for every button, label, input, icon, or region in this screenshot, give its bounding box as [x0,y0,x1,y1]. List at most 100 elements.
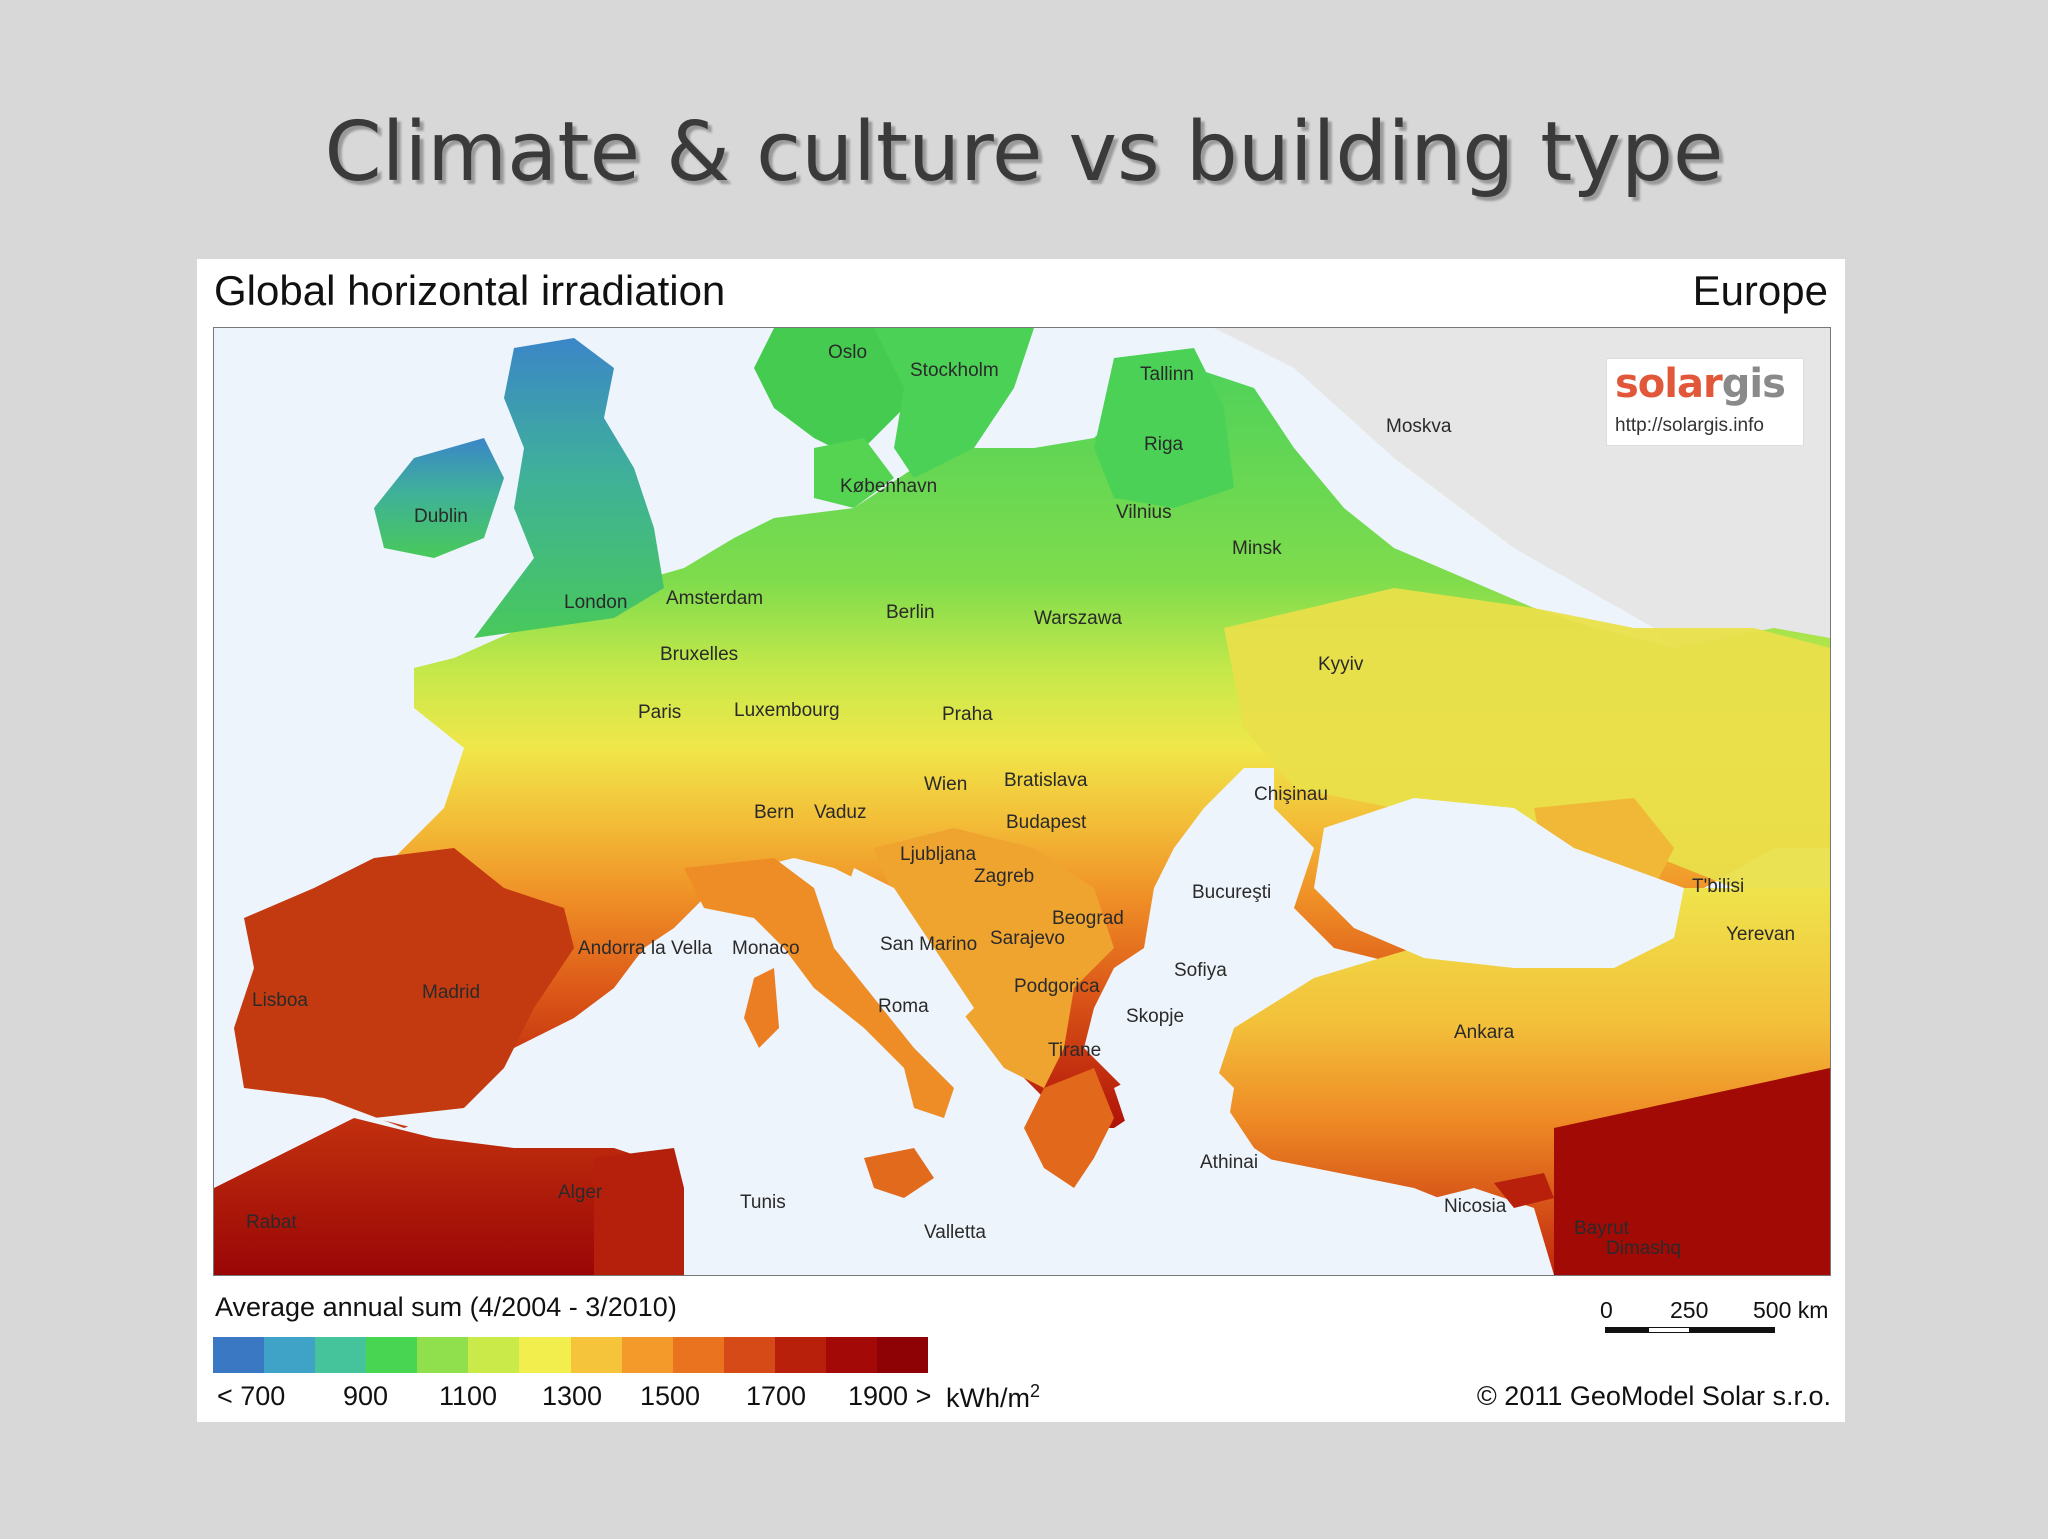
city-label: Bratislava [1004,770,1088,791]
north-africa-east [594,1148,684,1275]
legend-label: 1700 [746,1381,807,1411]
near-east [1554,1068,1830,1275]
city-label: London [564,592,627,613]
city-label: T'bilisi [1692,876,1744,897]
legend-swatch [825,1337,878,1373]
city-label: Andorra la Vella [578,938,713,959]
legend-labels: < 700 900 1100 1300 1500 1700 1900 > kWh… [197,1381,1297,1417]
map-title: Global horizontal irradiation [214,267,726,314]
city-label: Alger [558,1182,603,1203]
city-label: Athinai [1200,1152,1258,1173]
city-label: Bucureşti [1192,882,1271,903]
city-label: Zagreb [974,866,1034,887]
city-label: Yerevan [1726,924,1795,945]
city-label: Dimashq [1606,1238,1681,1259]
legend-label: 900 [343,1381,389,1411]
city-label: Bern [754,802,794,823]
east-med [1094,1148,1554,1275]
city-label: Moskva [1386,416,1452,437]
city-label: Monaco [732,938,800,959]
legend-unit: kWh/m2 [946,1381,1041,1413]
city-label: Warszawa [1034,608,1122,629]
city-label: Skopje [1126,1006,1184,1027]
legend-swatch [621,1337,673,1373]
scale-label: 250 [1670,1297,1709,1323]
legend-swatch [519,1337,571,1373]
iberian-peninsula [234,848,574,1128]
city-label: Ljubljana [900,844,976,865]
city-label: Rabat [246,1212,297,1233]
legend-swatch [417,1337,469,1373]
city-label: Vaduz [814,802,866,823]
city-label: Tirane [1048,1040,1101,1061]
legend-swatch [315,1337,367,1373]
city-label: Kyyiv [1318,654,1364,675]
balkans [874,828,1114,1088]
eastern-europe [1224,588,1830,888]
city-label: Sarajevo [990,928,1065,949]
city-label: Tunis [740,1192,786,1213]
legend-title: Average annual sum (4/2004 - 3/2010) [215,1292,677,1322]
sicily [864,1148,934,1198]
city-label: Praha [942,704,993,725]
legend-swatch [468,1337,520,1373]
city-label: Chişinau [1254,784,1328,805]
city-label: Minsk [1232,538,1282,559]
irradiation-map-figure: Global horizontal irradiation Europe [197,259,1845,1422]
city-label: Beograd [1052,908,1124,929]
legend-swatch [877,1337,929,1373]
scale-label: 0 [1600,1297,1613,1323]
city-label: Tallinn [1140,364,1194,385]
denmark [814,438,894,508]
city-label: Dublin [414,506,468,527]
city-label: Madrid [422,982,480,1003]
city-label: København [840,476,937,497]
aegean-sea [1114,1048,1234,1168]
city-label: Luxembourg [734,700,840,721]
city-label: San Marino [880,934,977,955]
adriatic-sea [844,868,974,1028]
map-area: Oslo Stockholm Tallinn Moskva Riga Køben… [213,327,1831,1276]
city-label: Sofiya [1174,960,1227,981]
cyprus [1494,1173,1554,1208]
city-label: Nicosia [1444,1196,1507,1217]
legend-label: 1300 [542,1381,603,1411]
city-label: Berlin [886,602,935,623]
mediterranean-sea [374,948,894,1148]
city-label: Budapest [1006,812,1087,833]
city-label: Oslo [828,342,867,363]
city-label: Paris [638,702,681,723]
color-legend-bar [213,1337,929,1373]
city-label: Roma [878,996,929,1017]
greece [1024,1068,1114,1188]
city-labels: Oslo Stockholm Tallinn Moskva Riga Køben… [246,342,1795,1259]
north-africa [214,1118,684,1275]
city-label: Stockholm [910,360,999,381]
city-label: Podgorica [1014,976,1100,997]
italy [684,858,954,1118]
city-label: Wien [924,774,967,795]
city-label: Bayrut [1574,1218,1630,1239]
legend-label: 1900 > [848,1381,932,1411]
city-label: Riga [1144,434,1184,455]
solargis-logo: solargis http://solargis.info [1606,358,1804,446]
legend-swatch [213,1337,265,1373]
ireland [374,438,504,558]
map-region-label: Europe [1692,267,1828,314]
black-sea [1314,798,1684,968]
city-label: Lisboa [252,990,308,1011]
legend-swatch [264,1337,316,1373]
solargis-url: http://solargis.info [1615,415,1764,436]
copyright-text: © 2011 GeoModel Solar s.r.o. [1476,1381,1831,1411]
city-label: Valletta [924,1222,986,1243]
legend-swatch [366,1337,418,1373]
scale-label: 500 km [1753,1297,1829,1323]
legend-label: < 700 [217,1381,286,1411]
legend-swatch [723,1337,775,1373]
legend-swatch [672,1337,724,1373]
baltic-states [1094,348,1234,508]
legend-swatch [570,1337,622,1373]
legend-label: 1100 [439,1381,498,1411]
legend-swatch [774,1337,826,1373]
sardinia [744,968,779,1048]
